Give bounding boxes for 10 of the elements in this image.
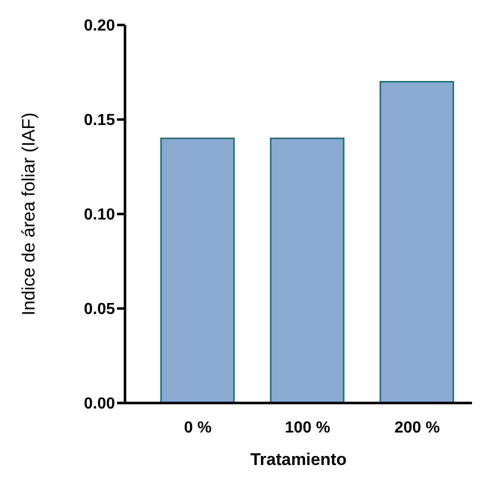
- x-tick-label: 100 %: [284, 419, 330, 436]
- x-tick-label: 200 %: [394, 419, 440, 436]
- x-tick-label: 0 %: [184, 419, 212, 436]
- y-tick-label: 0.00: [84, 396, 116, 413]
- y-tick-label: 0.20: [84, 18, 116, 35]
- y-axis-title: Indice de área foliar (IAF): [18, 112, 38, 316]
- x-axis-title: Tratamiento: [250, 450, 347, 469]
- y-tick-label: 0.15: [84, 112, 116, 130]
- y-tick-label: 0.05: [84, 301, 116, 318]
- y-tick-label: 0.10: [84, 206, 116, 224]
